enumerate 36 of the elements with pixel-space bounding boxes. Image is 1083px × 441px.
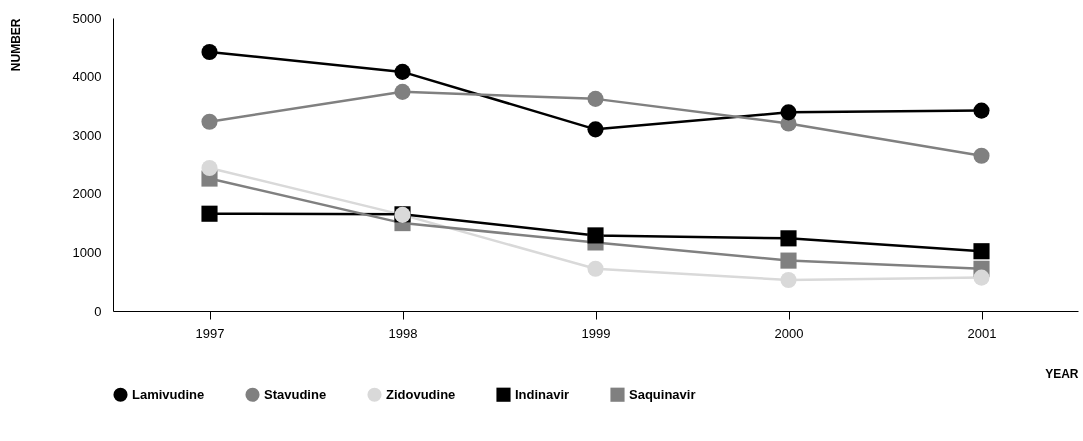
point xyxy=(394,83,411,100)
point xyxy=(394,63,411,80)
x-tick-label: 2001 xyxy=(967,325,997,341)
y-tick-label: 5000 xyxy=(72,10,102,26)
point xyxy=(973,243,990,260)
legend-label: Stavudine xyxy=(264,386,327,402)
x-tick-label: 1999 xyxy=(581,325,611,341)
y-tick-label: 1000 xyxy=(72,244,102,260)
x-axis-title: YEAR xyxy=(1045,366,1079,381)
point xyxy=(780,252,797,269)
legend-label: Zidovudine xyxy=(386,386,456,402)
legend-label: Indinavir xyxy=(515,386,570,402)
y-axis-title: NUMBER xyxy=(8,18,23,72)
point xyxy=(780,271,797,288)
point xyxy=(201,205,218,222)
point xyxy=(780,230,797,247)
point xyxy=(973,147,990,164)
point xyxy=(201,43,218,61)
legend-label: Saquinavir xyxy=(629,386,696,402)
point xyxy=(201,159,218,177)
point xyxy=(201,113,218,130)
point xyxy=(587,90,604,107)
x-tick-label: 2000 xyxy=(774,325,804,341)
point xyxy=(973,269,990,286)
y-tick-label: 0 xyxy=(94,303,102,319)
y-tick-label: 4000 xyxy=(72,69,102,85)
legend-label: Lamivudine xyxy=(132,386,205,402)
y-tick-label: 2000 xyxy=(72,186,102,202)
point xyxy=(973,102,990,119)
y-tick-label: 3000 xyxy=(72,127,102,143)
x-tick-label: 1998 xyxy=(388,325,418,341)
point xyxy=(587,227,604,244)
point xyxy=(587,121,604,138)
x-tick-label: 1997 xyxy=(195,325,225,341)
point xyxy=(587,260,604,277)
point xyxy=(780,104,797,121)
